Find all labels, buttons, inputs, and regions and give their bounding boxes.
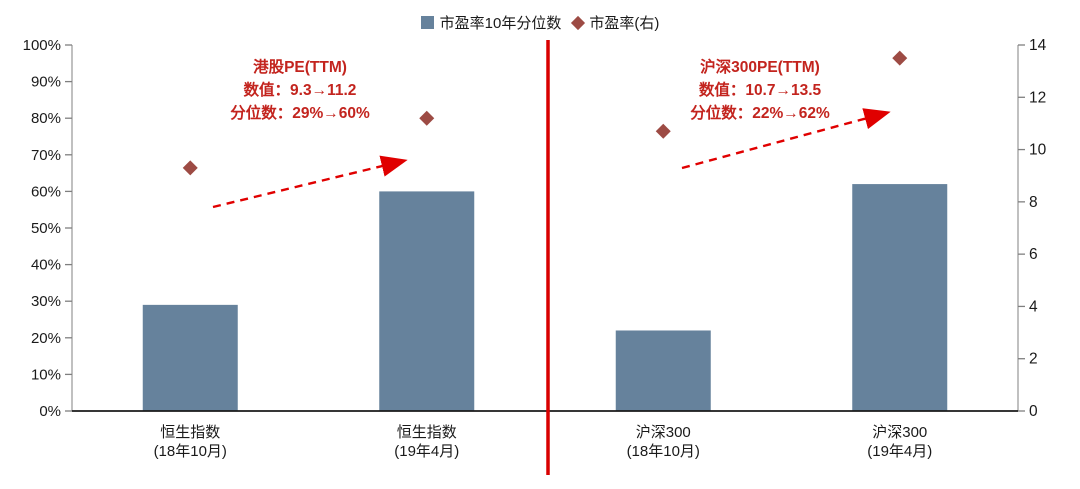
annotation-title: 港股PE(TTM) — [253, 59, 347, 76]
category-label-line1: 恒生指数 — [160, 424, 220, 441]
annotation-percentile-line: 分位数：22%→62% — [690, 105, 830, 122]
annotation-csi300-pe: 沪深300PE(TTM) 数值：10.7→13.5 分位数：22%→62% — [690, 56, 830, 125]
legend-label-pe: 市盈率(右) — [589, 15, 660, 32]
bar-1 — [379, 191, 475, 411]
left-tick-label: 10% — [31, 366, 61, 383]
square-icon — [420, 16, 434, 29]
right-tick-label: 14 — [1029, 37, 1047, 54]
left-tick-label: 0% — [39, 403, 61, 420]
right-tick-label: 4 — [1029, 298, 1038, 315]
pe-diamond-marker-1 — [419, 110, 435, 126]
category-label-line2: (18年10月) — [627, 443, 700, 460]
category-label-line2: (19年4月) — [394, 443, 459, 460]
pe-diamond-marker-3 — [892, 50, 908, 66]
annotation-title: 沪深300PE(TTM) — [700, 59, 820, 76]
annotation-value-line: 数值：10.7→13.5 — [698, 82, 822, 99]
bar-3 — [852, 184, 948, 411]
left-tick-label: 80% — [31, 110, 61, 127]
chart-legend: 市盈率10年分位数 市盈率(右) — [0, 12, 1080, 33]
category-label-line2: (18年10月) — [154, 443, 227, 460]
category-label-line2: (19年4月) — [867, 443, 932, 460]
category-label-line1: 沪深300 — [872, 424, 927, 441]
left-tick-label: 100% — [23, 37, 61, 54]
left-tick-label: 40% — [31, 257, 61, 274]
right-tick-label: 12 — [1029, 89, 1046, 106]
category-label-line1: 沪深300 — [636, 424, 691, 441]
right-tick-label: 8 — [1029, 194, 1038, 211]
bar-2 — [615, 330, 711, 411]
right-tick-label: 2 — [1029, 351, 1038, 368]
bar-0 — [142, 304, 238, 411]
legend-item-pe: 市盈率(右) — [571, 12, 660, 33]
right-tick-label: 0 — [1029, 403, 1038, 420]
annotation-value-line: 数值：9.3→11.2 — [243, 82, 357, 99]
category-label-line1: 恒生指数 — [397, 424, 457, 441]
left-tick-label: 60% — [31, 183, 61, 200]
annotation-percentile-line: 分位数：29%→60% — [230, 105, 370, 122]
trend-arrow-0 — [212, 155, 408, 209]
left-tick-label: 50% — [31, 220, 61, 237]
pe-diamond-marker-2 — [655, 123, 671, 139]
left-tick-label: 30% — [31, 293, 61, 310]
left-tick-label: 90% — [31, 74, 61, 91]
right-tick-label: 10 — [1029, 142, 1047, 159]
trend-arrow-1 — [681, 108, 891, 170]
legend-label-percentile: 市盈率10年分位数 — [439, 15, 562, 32]
left-tick-label: 70% — [31, 147, 61, 164]
right-tick-label: 6 — [1029, 246, 1038, 263]
left-tick-label: 20% — [31, 330, 61, 347]
legend-item-percentile: 市盈率10年分位数 — [420, 12, 562, 33]
annotation-hk-pe: 港股PE(TTM) 数值：9.3→11.2 分位数：29%→60% — [230, 56, 370, 125]
pe-diamond-marker-0 — [182, 160, 198, 176]
